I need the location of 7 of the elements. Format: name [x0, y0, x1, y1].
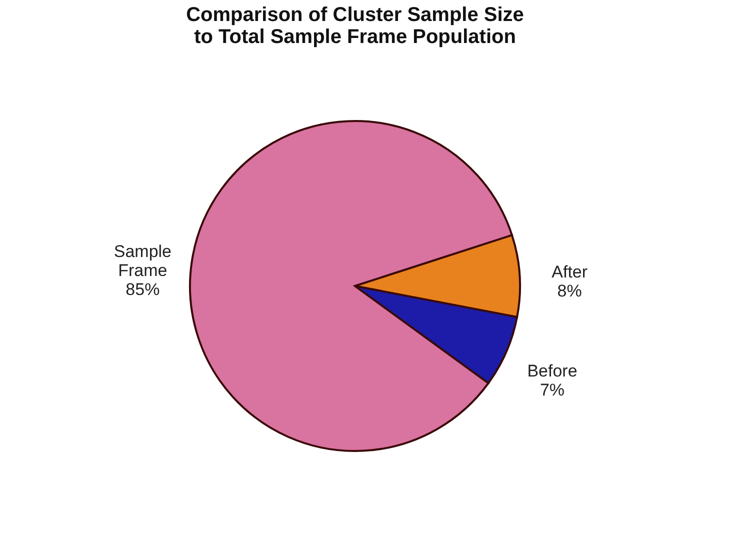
slice-label: Before: [527, 362, 578, 381]
data-label: 8%: [557, 282, 582, 301]
slice-label: Sample Frame: [114, 242, 172, 280]
chart-title: Comparison of Cluster Sample Size to Total Sample Frame Population: [186, 4, 524, 48]
slice-label: After: [552, 262, 588, 282]
data-label: 85%: [126, 280, 160, 300]
data-label: 7%: [540, 380, 565, 400]
